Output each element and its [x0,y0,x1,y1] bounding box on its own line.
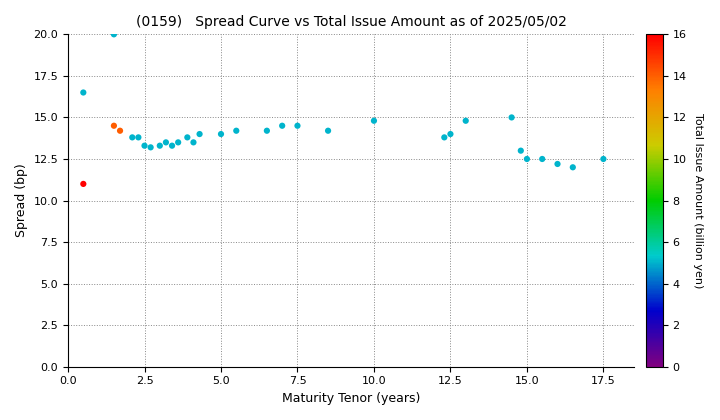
Point [188,139,199,146]
Point [445,131,456,137]
Point [506,114,518,121]
Point [215,131,227,137]
Point [108,122,120,129]
Point [230,127,242,134]
Point [276,122,288,129]
Point [194,131,205,137]
Point [598,156,609,163]
Point [552,160,563,167]
Point [438,134,450,141]
X-axis label: Maturity Tenor (years): Maturity Tenor (years) [282,392,420,405]
Point [154,142,166,149]
Point [132,134,144,141]
Point [368,118,379,124]
Point [521,156,533,163]
Point [536,156,548,163]
Y-axis label: Total Issue Amount (billion yen): Total Issue Amount (billion yen) [693,113,703,288]
Point [261,127,273,134]
Point [78,89,89,96]
Point [139,142,150,149]
Point [460,118,472,124]
Point [160,139,171,146]
Point [292,122,303,129]
Point [515,147,526,154]
Point [114,127,126,134]
Point [172,139,184,146]
Point [323,127,334,134]
Point [181,134,193,141]
Y-axis label: Spread (bp): Spread (bp) [15,164,28,237]
Title: (0159)   Spread Curve vs Total Issue Amount as of 2025/05/02: (0159) Spread Curve vs Total Issue Amoun… [135,15,567,29]
Point [127,134,138,141]
Point [78,181,89,187]
Point [567,164,579,171]
Point [145,144,156,151]
Point [166,142,178,149]
Point [108,31,120,38]
